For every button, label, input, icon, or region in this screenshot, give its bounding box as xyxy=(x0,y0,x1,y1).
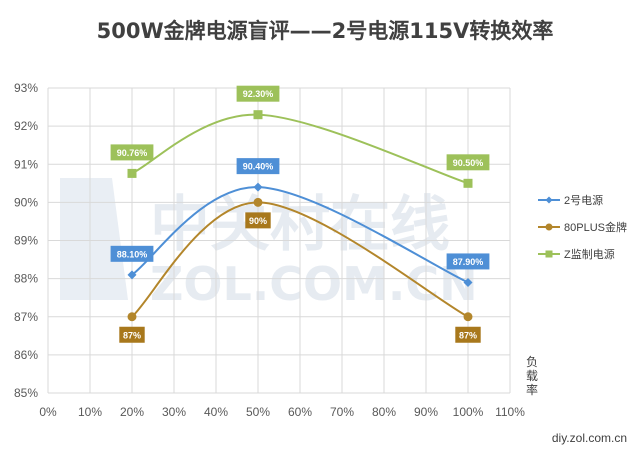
data-label-box xyxy=(455,326,481,343)
data-point xyxy=(127,312,137,322)
credit: diy.zol.com.cn xyxy=(552,431,627,445)
data-point xyxy=(463,178,473,188)
data-point xyxy=(253,197,263,207)
data-label-box xyxy=(236,85,280,102)
x-tick-label: 100% xyxy=(453,405,484,419)
legend-item-2: Z监制电源 xyxy=(538,247,615,261)
chart-title: 500W金牌电源盲评——2号电源115V转换效率 xyxy=(97,19,554,43)
data-label: 90.76% xyxy=(117,148,148,158)
data-label: 87% xyxy=(459,330,477,340)
data-label: 88.10% xyxy=(117,249,148,259)
x-tick-label: 0% xyxy=(39,405,57,419)
y-tick-label: 93% xyxy=(14,81,38,95)
legend-label: Z监制电源 xyxy=(564,247,615,261)
data-point xyxy=(463,312,473,322)
data-point xyxy=(253,110,263,120)
y-tick-label: 92% xyxy=(14,119,38,133)
data-point xyxy=(127,270,137,280)
legend-marker xyxy=(545,250,553,258)
y-tick-label: 88% xyxy=(14,272,38,286)
data-label-box xyxy=(110,245,154,262)
data-point xyxy=(463,277,473,287)
y-tick-label: 87% xyxy=(14,310,38,324)
data-label-box xyxy=(110,144,154,161)
x-tick-label: 50% xyxy=(246,405,270,419)
series-2: 90.76% 92.30% 90.50% xyxy=(110,85,490,188)
legend-item-0: 2号电源 xyxy=(538,193,603,207)
x-tick-label: 20% xyxy=(120,405,144,419)
data-label: 92.30% xyxy=(243,89,274,99)
x-tick-label: 40% xyxy=(204,405,228,419)
y-tick-labels: 85% 86% 87% 88% 89% 90% 91% 92% 93% xyxy=(14,81,38,400)
x-axis-label: 负载率 xyxy=(526,355,538,397)
x-tick-label: 80% xyxy=(372,405,396,419)
data-label-box xyxy=(119,326,145,343)
legend-marker xyxy=(545,196,553,204)
series-1: 87% 90% 87% xyxy=(119,197,481,343)
data-label: 87% xyxy=(123,330,141,340)
x-tick-label: 70% xyxy=(330,405,354,419)
data-label-box xyxy=(446,154,490,171)
data-label: 87.90% xyxy=(453,257,484,267)
x-tick-label: 10% xyxy=(78,405,102,419)
series-0: 88.10% 90.40% 87.90% xyxy=(110,158,490,287)
watermark-en: ZOL.COM.CN xyxy=(150,257,478,311)
data-point xyxy=(253,182,263,192)
legend: 2号电源 80PLUS金牌 Z监制电源 xyxy=(538,193,627,261)
legend-marker xyxy=(545,223,553,231)
x-tick-label: 60% xyxy=(288,405,312,419)
data-label-box xyxy=(446,253,490,270)
data-point xyxy=(127,168,137,178)
y-tick-label: 85% xyxy=(14,386,38,400)
y-tick-label: 89% xyxy=(14,234,38,248)
x-tick-label: 110% xyxy=(495,405,525,419)
x-tick-label: 90% xyxy=(414,405,438,419)
data-label: 90.50% xyxy=(453,158,484,168)
x-axis-label-text: 负载率 xyxy=(526,355,538,397)
x-tick-label: 30% xyxy=(162,405,186,419)
data-label: 90% xyxy=(249,216,267,226)
y-tick-label: 91% xyxy=(14,157,38,171)
y-tick-label: 86% xyxy=(14,348,38,362)
data-label-box xyxy=(245,212,271,229)
legend-label: 2号电源 xyxy=(564,193,603,207)
grid xyxy=(47,87,511,394)
series-group: 88.10%90.40%87.90%87%90%87%90.76%92.30%9… xyxy=(110,85,490,343)
legend-item-1: 80PLUS金牌 xyxy=(538,220,627,234)
data-label-box xyxy=(236,158,280,175)
watermark-logo xyxy=(60,178,128,300)
watermark: 中关村在线 ZOL.COM.CN xyxy=(60,178,478,311)
legend-label: 80PLUS金牌 xyxy=(564,220,627,234)
data-label: 90.40% xyxy=(243,162,274,172)
y-tick-label: 90% xyxy=(14,195,38,209)
x-tick-labels: 0% 10% 20% 30% 40% 50% 60% 70% 80% 90% 100% 110% xyxy=(39,405,525,419)
